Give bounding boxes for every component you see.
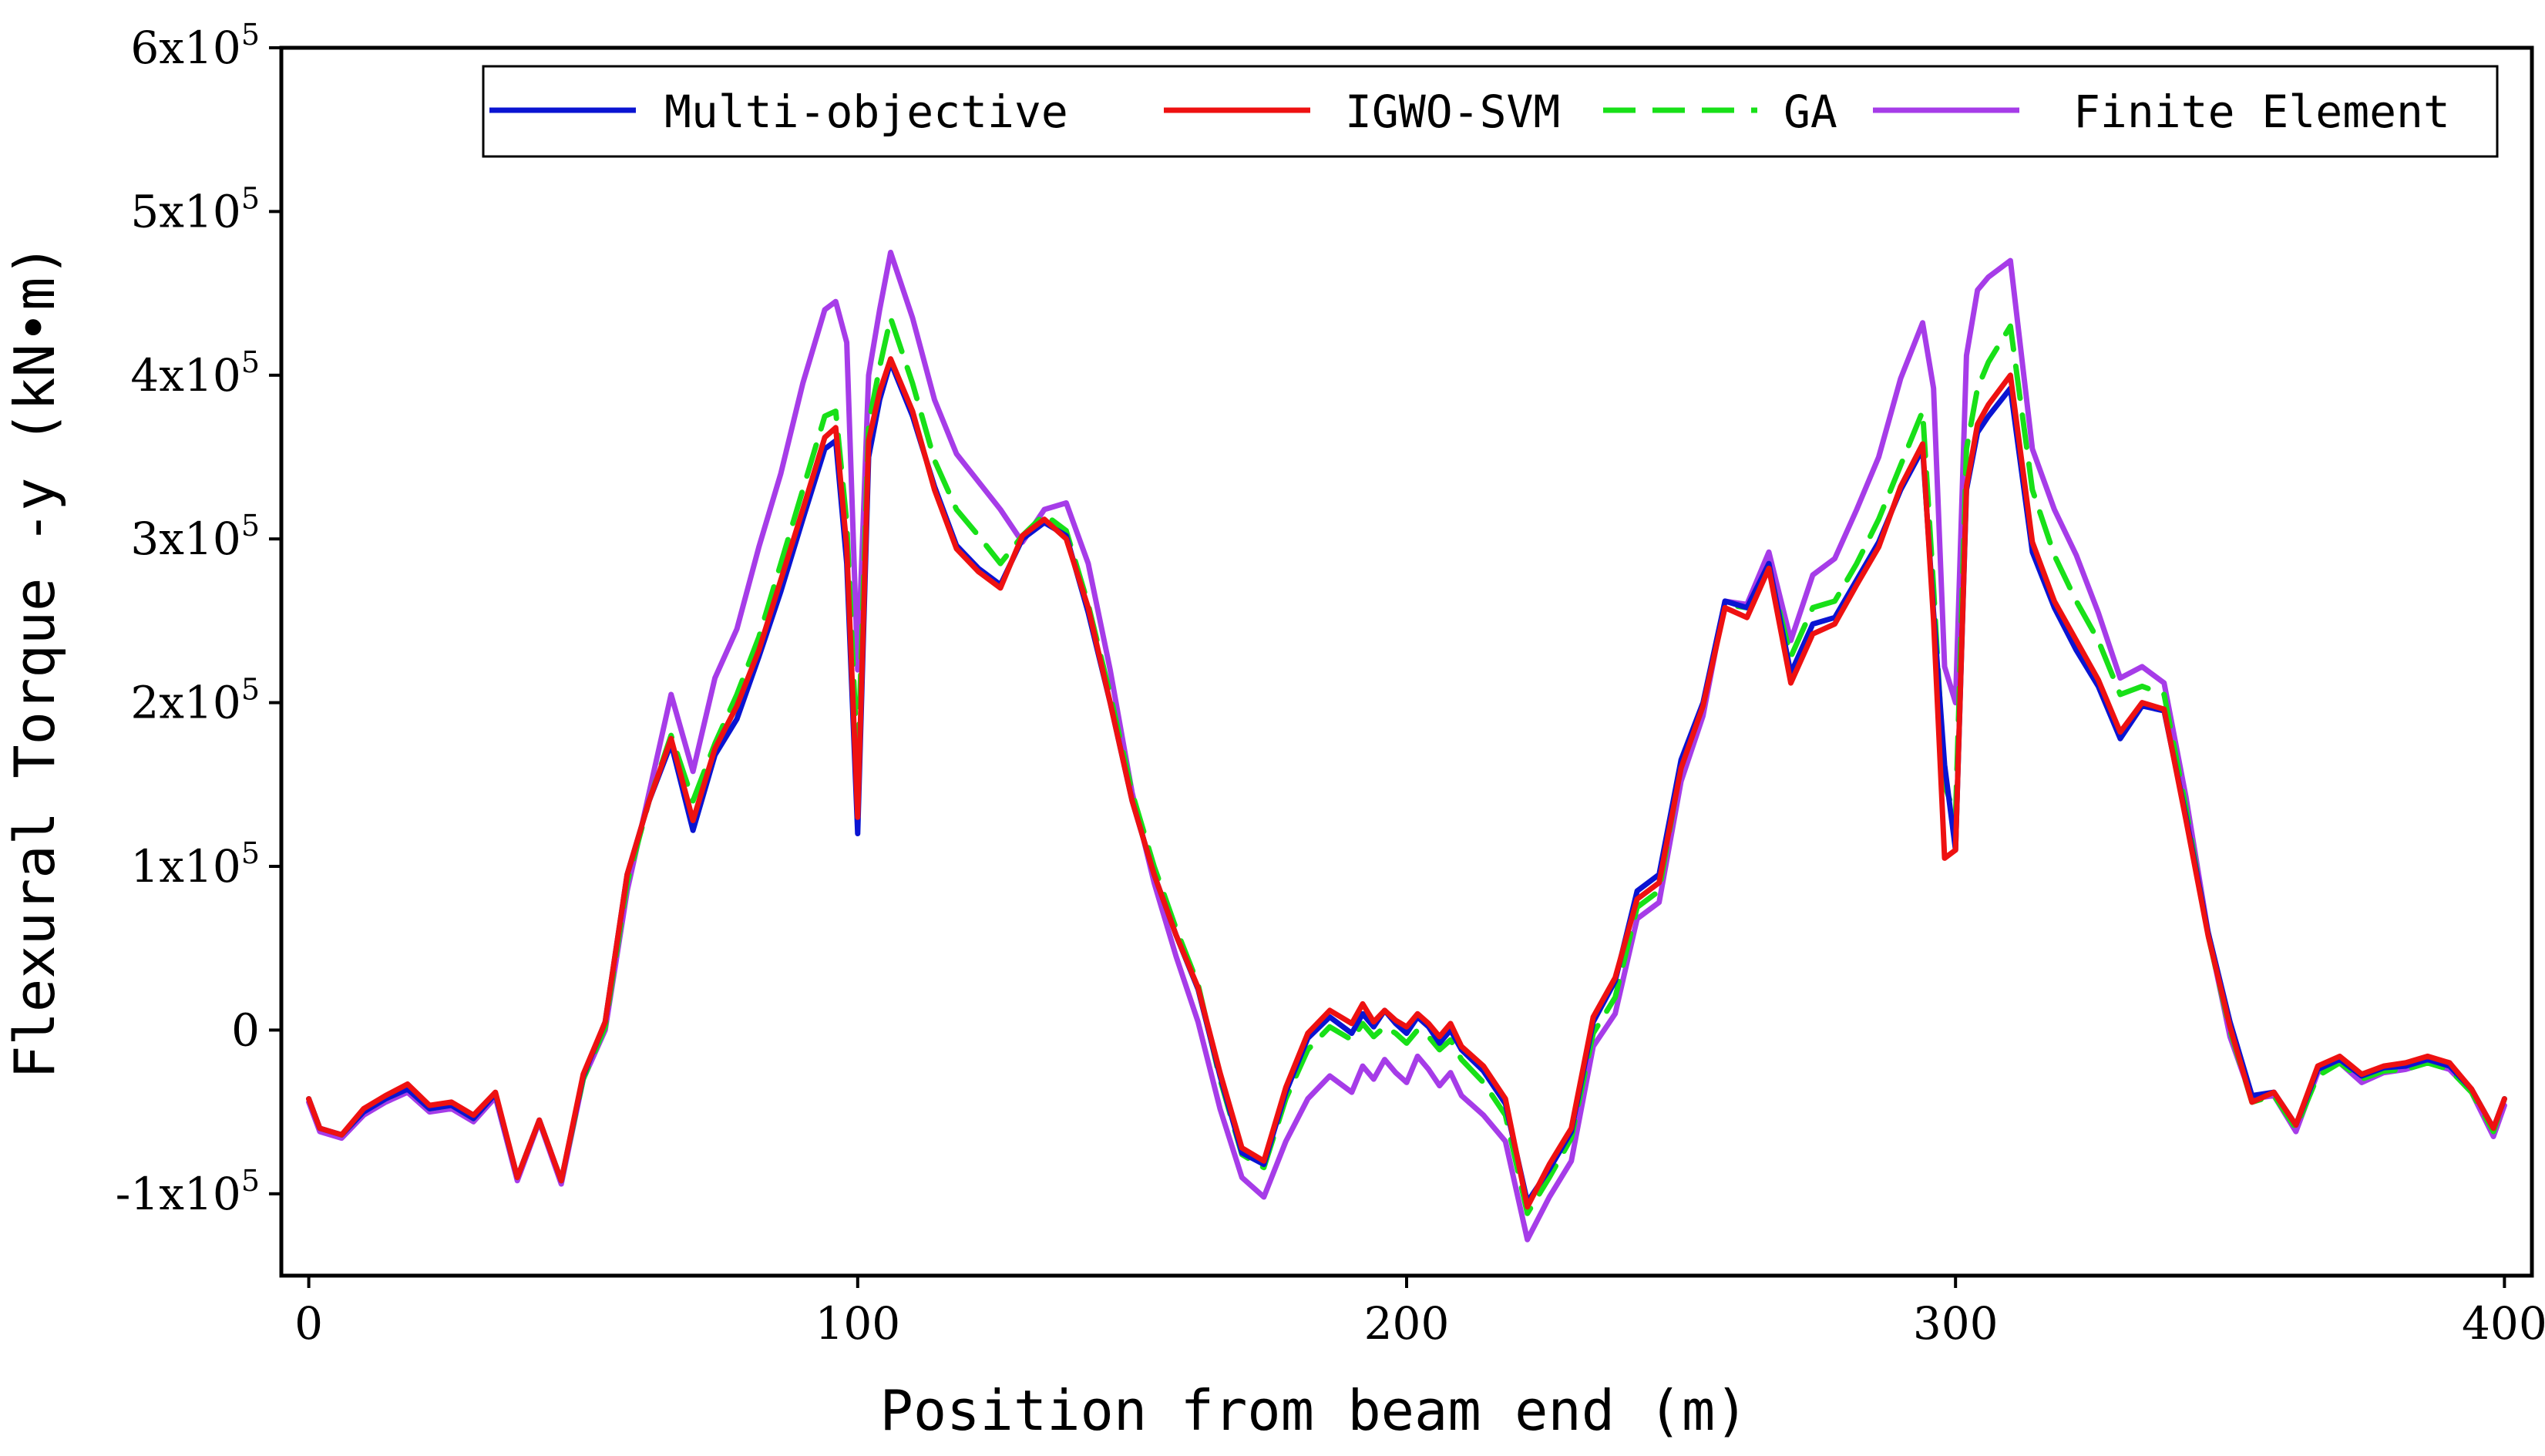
- y-tick-label: 3x105: [130, 509, 260, 565]
- x-tick-label: 100: [815, 1297, 900, 1350]
- y-tick-label: -1x105: [116, 1164, 260, 1220]
- series-lines: [306, 250, 2507, 1242]
- legend-label-multi-objective: Multi-objective: [664, 86, 1068, 138]
- legend-box: [482, 65, 2499, 158]
- x-tick-label: 0: [294, 1297, 323, 1350]
- x-tick-label: 200: [1364, 1297, 1450, 1350]
- plot-frame: [279, 45, 2534, 1278]
- legend-label-ga: GA: [1784, 86, 1837, 138]
- series-line-igwo-svm: [306, 356, 2507, 1210]
- legend-label-igwo-svm: IGWO-SVM: [1345, 86, 1560, 138]
- y-tick-label: 4x105: [130, 345, 260, 402]
- y-tick-label: 2x105: [130, 673, 260, 729]
- axes: 0 100 200 300 400 6x105 5x105 4x105 3x105 2x105 1x…: [116, 18, 2545, 1350]
- legend-label-finite-element: Finite Element: [2073, 86, 2450, 138]
- y-tick-label: 1x105: [130, 836, 260, 893]
- x-axis-title: Position from beam end (m): [879, 1378, 1748, 1443]
- legend: Multi-objective IGWO-SVM GA Finite Eleme…: [482, 65, 2499, 158]
- y-tick-label: 6x105: [130, 18, 260, 74]
- x-tick-label: 300: [1913, 1297, 1999, 1350]
- y-tick-label: 5x105: [130, 181, 260, 237]
- series-line-finite-element: [306, 250, 2507, 1242]
- series-line-ga: [306, 315, 2507, 1216]
- y-axis-title: Flexural Torque -y (kN•m): [2, 244, 67, 1079]
- y-tick-label: 0: [231, 1004, 260, 1056]
- plot-area: [279, 45, 2534, 1278]
- x-tick-label: 400: [2462, 1297, 2545, 1350]
